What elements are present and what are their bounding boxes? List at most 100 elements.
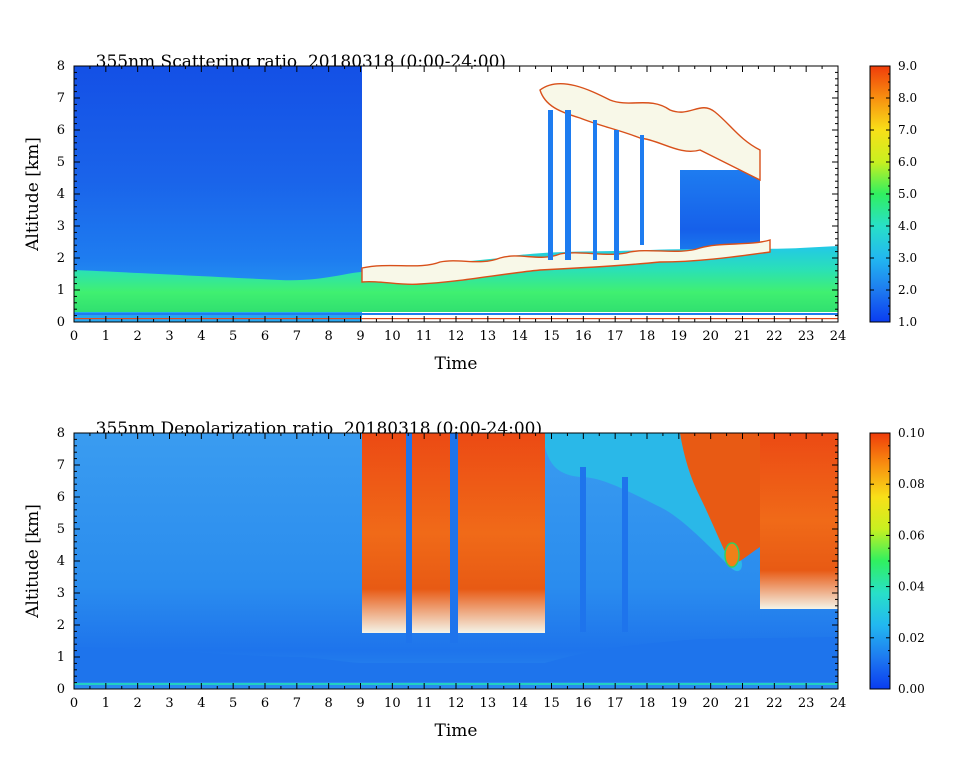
y-tick-label: 5	[57, 155, 65, 170]
colorbar-tick-label: 1.0	[898, 315, 917, 329]
x-tick-label: 3	[165, 696, 173, 711]
colorbar-tick-label: 0.10	[898, 426, 925, 440]
colorbar-tick-label: 4.0	[898, 219, 917, 233]
mid-level-cloud	[539, 83, 761, 182]
colorbar-tick-label: 7.0	[898, 123, 917, 137]
x-tick-label: 24	[830, 696, 847, 711]
x-tick-label: 23	[798, 696, 815, 711]
y-tick-label: 3	[57, 219, 65, 234]
colorbar-scale	[869, 432, 891, 690]
x-tick-label: 9	[356, 696, 364, 711]
cloud-gap	[580, 467, 586, 632]
x-axis-label: Time	[435, 354, 478, 374]
x-axis-label: Time	[435, 721, 478, 741]
noise-above-cloud	[760, 433, 838, 609]
fall-streak	[548, 110, 553, 260]
depolarization-ratio-panel: 355nm Depolarization ratio 20180318 (0:0…	[0, 367, 960, 752]
y-tick-label: 4	[57, 554, 65, 569]
colorbar-tick-label: 0.08	[898, 477, 925, 491]
scattering-ratio-plot: 0 1 2 3 4 5 6 7 8 9 10 11 12 13 14 15 16 17 18 19 20 21 22 23 24…	[23, 59, 917, 374]
y-tick-label: 7	[57, 458, 65, 473]
colorbar-tick-label: 0.00	[898, 682, 925, 696]
x-tick-label: 4	[197, 696, 205, 711]
x-tick-label: 10	[384, 696, 401, 711]
scattering-ratio-panel: 355nm Scattering ratio 20180318 (0:00-24…	[23, 52, 917, 374]
x-tick-label: 11	[416, 329, 433, 344]
x-tick-label: 23	[798, 329, 815, 344]
x-tick-label: 19	[671, 329, 688, 344]
low-cloud-layer	[361, 239, 771, 286]
axes: 0 1 2 3 4 5 6 7 8 9 10 11 12 13 14 15 16 17 18 19 20 21 22 23 24…	[23, 426, 846, 741]
x-tick-label: 15	[543, 329, 560, 344]
x-tick-label: 8	[325, 696, 333, 711]
y-tick-label: 0	[57, 315, 65, 330]
x-tick-label: 18	[639, 329, 656, 344]
x-tick-label: 5	[229, 696, 237, 711]
x-tick-label: 5	[229, 329, 237, 344]
x-tick-label: 22	[766, 696, 783, 711]
x-tick-label: 24	[830, 329, 847, 344]
ice-cloud-region	[680, 433, 760, 564]
y-tick-label: 1	[57, 283, 65, 298]
x-tick-label: 18	[639, 696, 656, 711]
y-axis-label: Altitude [km]	[23, 504, 43, 619]
x-tick-label: 17	[607, 696, 624, 711]
x-tick-label: 21	[734, 329, 751, 344]
x-tick-label: 0	[70, 329, 78, 344]
cloud-gap	[622, 477, 628, 632]
colorbar-tick-label: 2.0	[898, 283, 917, 297]
x-tick-label: 7	[293, 696, 301, 711]
y-tick-label: 6	[57, 123, 65, 138]
fall-streak	[640, 135, 644, 245]
x-tick-label: 14	[511, 329, 528, 344]
near-ground-line	[74, 313, 838, 315]
y-tick-label: 2	[57, 618, 65, 633]
x-tick-label: 12	[448, 329, 465, 344]
y-tick-label: 6	[57, 490, 65, 505]
x-tick-label: 6	[261, 329, 269, 344]
x-tick-label: 15	[543, 696, 560, 711]
colorbar: 1.0 2.0 3.0 4.0 5.0 6.0 7.0 8.0 9.0	[869, 59, 917, 329]
y-tick-label: 1	[57, 650, 65, 665]
x-tick-label: 13	[480, 329, 497, 344]
y-tick-label: 5	[57, 522, 65, 537]
y-tick-label: 3	[57, 586, 65, 601]
fall-streak	[614, 130, 619, 260]
colorbar-tick-label: 0.06	[898, 528, 925, 542]
fall-streak	[593, 120, 597, 260]
x-tick-label: 19	[671, 696, 688, 711]
colorbar-tick-label: 6.0	[898, 155, 917, 169]
colorbar-tick-label: 5.0	[898, 187, 917, 201]
colorbar-tick-label: 0.02	[898, 631, 925, 645]
colorbar: 0.00 0.02 0.04 0.06 0.08 0.10	[869, 426, 925, 696]
x-tick-label: 2	[134, 329, 142, 344]
ice-cloud-peak	[724, 542, 740, 568]
depolarization-ratio-plot: 0 1 2 3 4 5 6 7 8 9 10 11 12 13 14 15 16 17 18 19 20 21 22 23 24…	[23, 426, 925, 741]
x-tick-label: 7	[293, 329, 301, 344]
cloud-gap	[450, 433, 458, 643]
x-tick-label: 8	[325, 329, 333, 344]
x-tick-label: 10	[384, 329, 401, 344]
x-tick-label: 9	[356, 329, 364, 344]
x-tick-label: 3	[165, 329, 173, 344]
y-axis-label: Altitude [km]	[23, 137, 43, 252]
x-tick-label: 11	[416, 696, 433, 711]
x-tick-label: 17	[607, 329, 624, 344]
y-tick-label: 8	[57, 59, 65, 74]
y-tick-label: 4	[57, 187, 65, 202]
colorbar-tick-label: 3.0	[898, 251, 917, 265]
cloud-gap	[406, 433, 412, 643]
y-tick-label: 8	[57, 426, 65, 441]
x-tick-label: 14	[511, 696, 528, 711]
x-tick-label: 1	[102, 696, 110, 711]
x-tick-label: 21	[734, 696, 751, 711]
x-tick-label: 1	[102, 329, 110, 344]
x-tick-label: 13	[480, 696, 497, 711]
x-tick-label: 22	[766, 329, 783, 344]
x-tick-label: 20	[702, 329, 719, 344]
colorbar-tick-label: 0.04	[898, 580, 925, 594]
boundary-layer	[74, 637, 838, 682]
y-tick-label: 7	[57, 91, 65, 106]
fall-streak	[565, 110, 571, 260]
y-tick-label: 2	[57, 251, 65, 266]
